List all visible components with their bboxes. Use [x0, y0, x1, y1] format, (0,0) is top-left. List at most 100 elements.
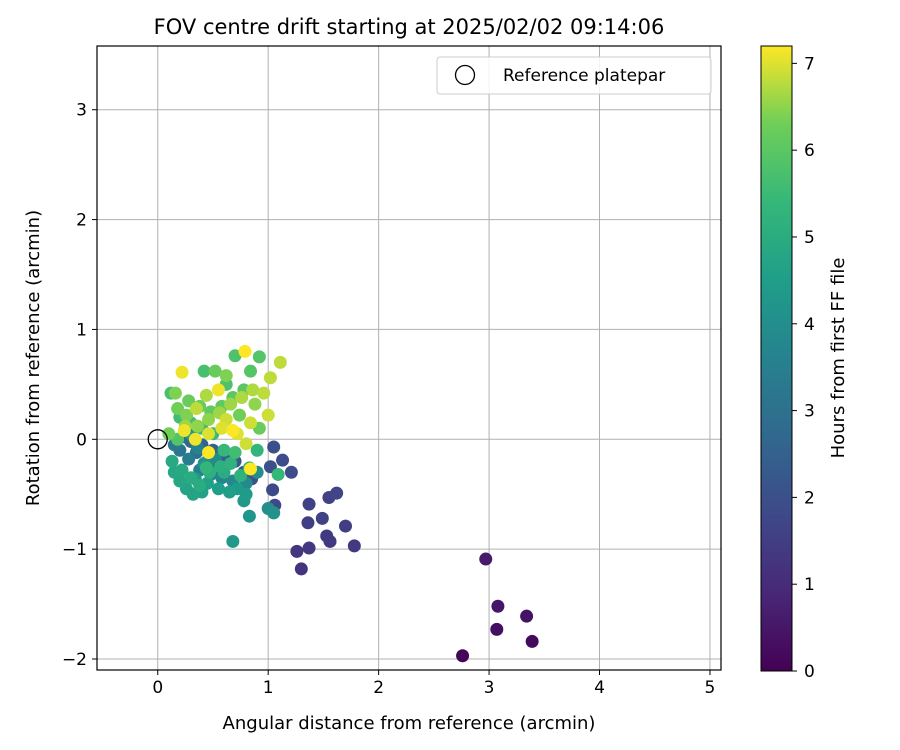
data-point — [211, 482, 225, 496]
y-tick-label: −1 — [62, 540, 87, 560]
data-point — [224, 397, 238, 411]
legend-open-circle-marker — [454, 64, 476, 86]
legend: Reference platepar — [436, 56, 712, 95]
data-point — [244, 416, 258, 430]
data-point — [491, 599, 505, 613]
legend-label: Reference platepar — [503, 66, 665, 86]
data-point — [162, 427, 176, 441]
colorbar: 0 1 2 3 4 5 6 7 Hours from first FF file — [760, 45, 849, 682]
data-point — [252, 350, 266, 364]
data-point — [479, 552, 493, 566]
data-point — [214, 460, 228, 474]
colorbar-tick-label: 3 — [804, 402, 815, 422]
data-point — [202, 427, 216, 441]
y-tick-label: −2 — [62, 650, 87, 670]
data-point — [338, 519, 352, 533]
colorbar-tick-label: 2 — [804, 488, 815, 508]
data-point — [223, 485, 237, 499]
colorbar-tick-label: 1 — [804, 575, 815, 595]
data-point — [301, 516, 315, 530]
data-point — [224, 456, 238, 470]
x-tick-label: 3 — [484, 678, 495, 698]
y-tick-label: 0 — [76, 430, 87, 450]
y-axis-ticks: −2 −1 0 1 2 3 — [62, 101, 97, 670]
data-points — [147, 344, 539, 663]
data-point — [246, 383, 260, 397]
data-point — [294, 562, 308, 576]
data-point — [165, 454, 179, 468]
data-point — [202, 445, 216, 459]
colorbar-ticks: 0 1 2 3 4 5 6 7 — [792, 54, 815, 682]
data-point — [199, 461, 213, 475]
data-point — [284, 465, 298, 479]
data-point — [525, 634, 539, 648]
data-point — [347, 539, 361, 553]
data-point — [302, 497, 316, 511]
data-point — [267, 440, 281, 454]
x-tick-label: 4 — [594, 678, 605, 698]
y-tick-label: 2 — [76, 211, 87, 231]
data-point — [202, 413, 216, 427]
data-point — [248, 397, 262, 411]
data-point — [266, 483, 280, 497]
data-point — [228, 349, 242, 363]
y-tick-label: 1 — [76, 320, 87, 340]
data-point — [315, 511, 329, 525]
data-point — [244, 462, 258, 476]
data-point — [242, 509, 256, 523]
data-point — [175, 365, 189, 379]
data-point — [171, 402, 185, 416]
data-point — [276, 453, 290, 467]
reference-platepar-marker — [147, 429, 168, 450]
colorbar-tick-label: 7 — [804, 54, 815, 74]
data-point — [179, 408, 193, 422]
data-point — [232, 408, 246, 422]
data-point — [244, 364, 258, 378]
y-axis-label: Rotation from reference (arcmin) — [23, 210, 44, 506]
x-tick-label: 0 — [152, 678, 163, 698]
data-point — [193, 478, 207, 492]
data-point — [271, 467, 285, 481]
data-point — [188, 432, 202, 446]
data-point — [490, 622, 504, 636]
plot-frame — [96, 45, 722, 671]
data-point — [191, 419, 205, 433]
chart-title: FOV centre drift starting at 2025/02/02 … — [154, 15, 665, 39]
data-point — [208, 364, 222, 378]
data-point — [189, 402, 203, 416]
data-point — [267, 506, 281, 520]
colorbar-label: Hours from first FF file — [828, 258, 849, 459]
colorbar-gradient — [760, 45, 793, 672]
data-point — [215, 421, 229, 435]
data-point — [320, 529, 334, 543]
x-tick-label: 1 — [263, 678, 274, 698]
colorbar-tick-label: 0 — [804, 662, 815, 682]
data-point — [273, 355, 287, 369]
legend-box — [436, 56, 712, 95]
data-point — [197, 364, 211, 378]
y-tick-label: 3 — [76, 101, 87, 121]
data-point — [238, 344, 252, 358]
data-point — [261, 408, 275, 422]
data-point — [239, 437, 253, 451]
data-point — [211, 383, 225, 397]
x-axis-label: Angular distance from reference (arcmin) — [223, 713, 596, 734]
x-tick-label: 2 — [373, 678, 384, 698]
data-point — [175, 463, 189, 477]
data-point — [226, 534, 240, 548]
data-point — [250, 443, 264, 457]
data-point — [168, 386, 182, 400]
x-tick-label: 5 — [705, 678, 716, 698]
x-axis-ticks: 0 1 2 3 4 5 — [152, 670, 715, 698]
data-point — [302, 541, 316, 555]
data-point — [182, 452, 196, 466]
data-point — [234, 469, 248, 483]
data-point — [263, 371, 277, 385]
data-point — [219, 369, 233, 383]
data-point — [177, 424, 191, 438]
data-point — [226, 424, 240, 438]
colorbar-tick-label: 5 — [804, 228, 815, 248]
colorbar-tick-label: 4 — [804, 315, 815, 335]
